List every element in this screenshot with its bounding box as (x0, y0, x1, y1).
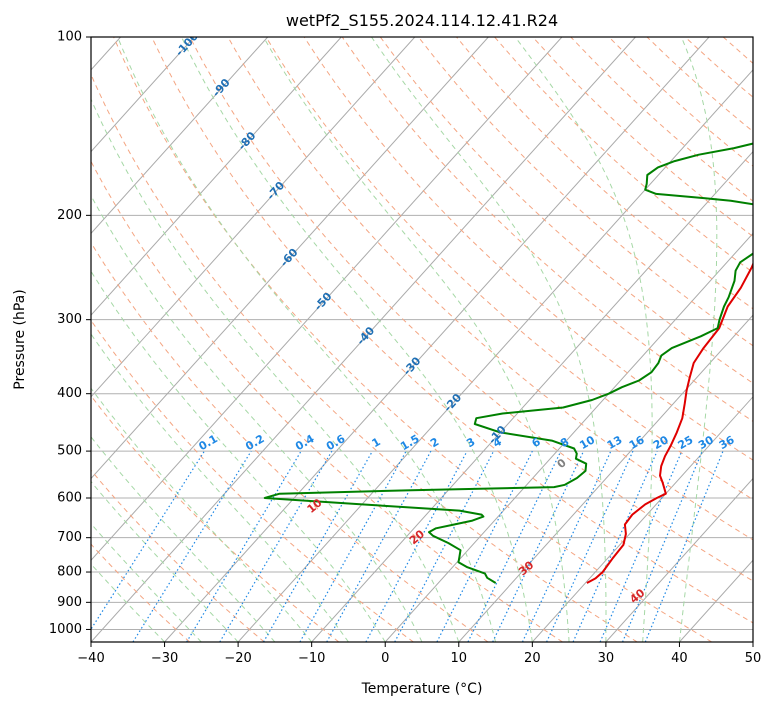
x-tick-label-20: 20 (524, 651, 541, 666)
mixing-ratio-line-3 (365, 450, 468, 642)
x-axis-label: Temperature (°C) (361, 681, 483, 697)
isotherm--90 (91, 37, 269, 235)
mixing-ratio-line-2 (326, 450, 432, 642)
dry-adiabat-60 (189, 37, 753, 582)
plot-frame (90, 36, 754, 643)
dry-adiabat-20 (91, 160, 563, 642)
moist-adiabat--15 (91, 436, 276, 642)
y-tick-label-700: 700 (57, 530, 82, 545)
x-tick-label--40: −40 (77, 651, 104, 666)
y-tick-label-100: 100 (57, 30, 82, 45)
isotherm-0 (384, 232, 753, 642)
moist-adiabats (91, 37, 718, 642)
isotherm-10 (458, 314, 753, 642)
mixing-ratio-line-13 (521, 450, 612, 642)
dry-adiabat--20 (91, 469, 265, 642)
dry-adiabat-120 (418, 37, 753, 347)
chart-title: wetPf2_S155.2024.114.12.41.R24 (286, 11, 558, 31)
y-tick-label-500: 500 (57, 444, 82, 459)
moist-adiabat-5 (91, 194, 423, 642)
dry-adiabat-50 (151, 37, 753, 624)
moist-adiabat-40 (678, 37, 718, 642)
dry-adiabat-90 (303, 37, 753, 461)
isotherm--80 (91, 37, 342, 316)
mixing-ratio-line-8 (467, 450, 562, 642)
isotherm--20 (237, 69, 753, 642)
x-tick-label-10: 10 (451, 651, 468, 666)
moist-adiabat-10 (91, 98, 460, 642)
mixing-ratio-line-30 (621, 450, 703, 642)
isotherm--50 (91, 37, 563, 562)
mixing-ratio-lines (91, 450, 724, 642)
isotherm--30 (164, 37, 710, 642)
x-tick-label-50: 50 (745, 651, 762, 666)
isotherm--60 (91, 37, 489, 480)
mixing-ratio-line-25 (599, 450, 683, 642)
y-tick-label-400: 400 (57, 386, 82, 401)
x-tick-label-0: 0 (381, 651, 389, 666)
mixing-ratio-line-16 (546, 450, 634, 642)
moist-adiabat-35 (514, 37, 653, 642)
isotherm-20 (531, 396, 753, 642)
temperature-profile-line (586, 261, 753, 584)
x-tick-label--20: −20 (224, 651, 251, 666)
y-tick-label-800: 800 (57, 565, 82, 580)
dry-adiabats (91, 37, 753, 642)
moist-adiabat--25 (91, 522, 202, 642)
y-tick-label-600: 600 (57, 491, 82, 506)
moist-adiabat-0 (91, 270, 386, 642)
horizontal-grid (91, 37, 753, 630)
x-tick-label--10: −10 (298, 651, 325, 666)
y-tick-label-900: 900 (57, 595, 82, 610)
dewpoint-profile-line (263, 142, 753, 584)
dry-adiabat-70 (227, 37, 753, 541)
y-axis-label: Pressure (hPa) (12, 289, 28, 389)
moist-adiabat--20 (91, 480, 239, 642)
y-tick-label-1000: 1000 (49, 622, 82, 637)
x-tick-label-40: 40 (671, 651, 688, 666)
profile-series (263, 142, 753, 584)
mixing-ratio-line-0.2 (132, 450, 252, 642)
moist-adiabat-30 (371, 37, 607, 642)
y-tick-label-300: 300 (57, 312, 82, 327)
mixing-ratio-line-0.6 (219, 450, 333, 642)
x-tick-label--30: −30 (151, 651, 178, 666)
isotherm--70 (91, 37, 416, 398)
mixing-ratio-line-20 (572, 450, 658, 642)
mixing-ratio-line-0.1 (91, 450, 205, 631)
mixing-ratio-line-0.4 (186, 450, 302, 642)
dry-adiabat-100 (341, 37, 753, 422)
mixing-ratio-line-1.5 (299, 450, 407, 642)
x-tick-label-30: 30 (598, 651, 615, 666)
dry-adiabat-10 (91, 241, 489, 642)
isotherm-30 (605, 477, 753, 642)
mixing-ratio-line-1 (262, 450, 373, 642)
axes: −40 −30 −20 −10 0 10 20 30 40 50 100 200 300 400 500 60… (49, 30, 761, 667)
dry-adiabat-40 (113, 37, 713, 642)
dry-adiabat-80 (265, 37, 753, 501)
moist-adiabat--10 (91, 387, 313, 642)
y-tick-label-200: 200 (57, 208, 82, 223)
isotherm--100 (91, 37, 195, 153)
moist-adiabat--30 (91, 563, 165, 642)
moist-adiabat-15 (117, 37, 497, 642)
